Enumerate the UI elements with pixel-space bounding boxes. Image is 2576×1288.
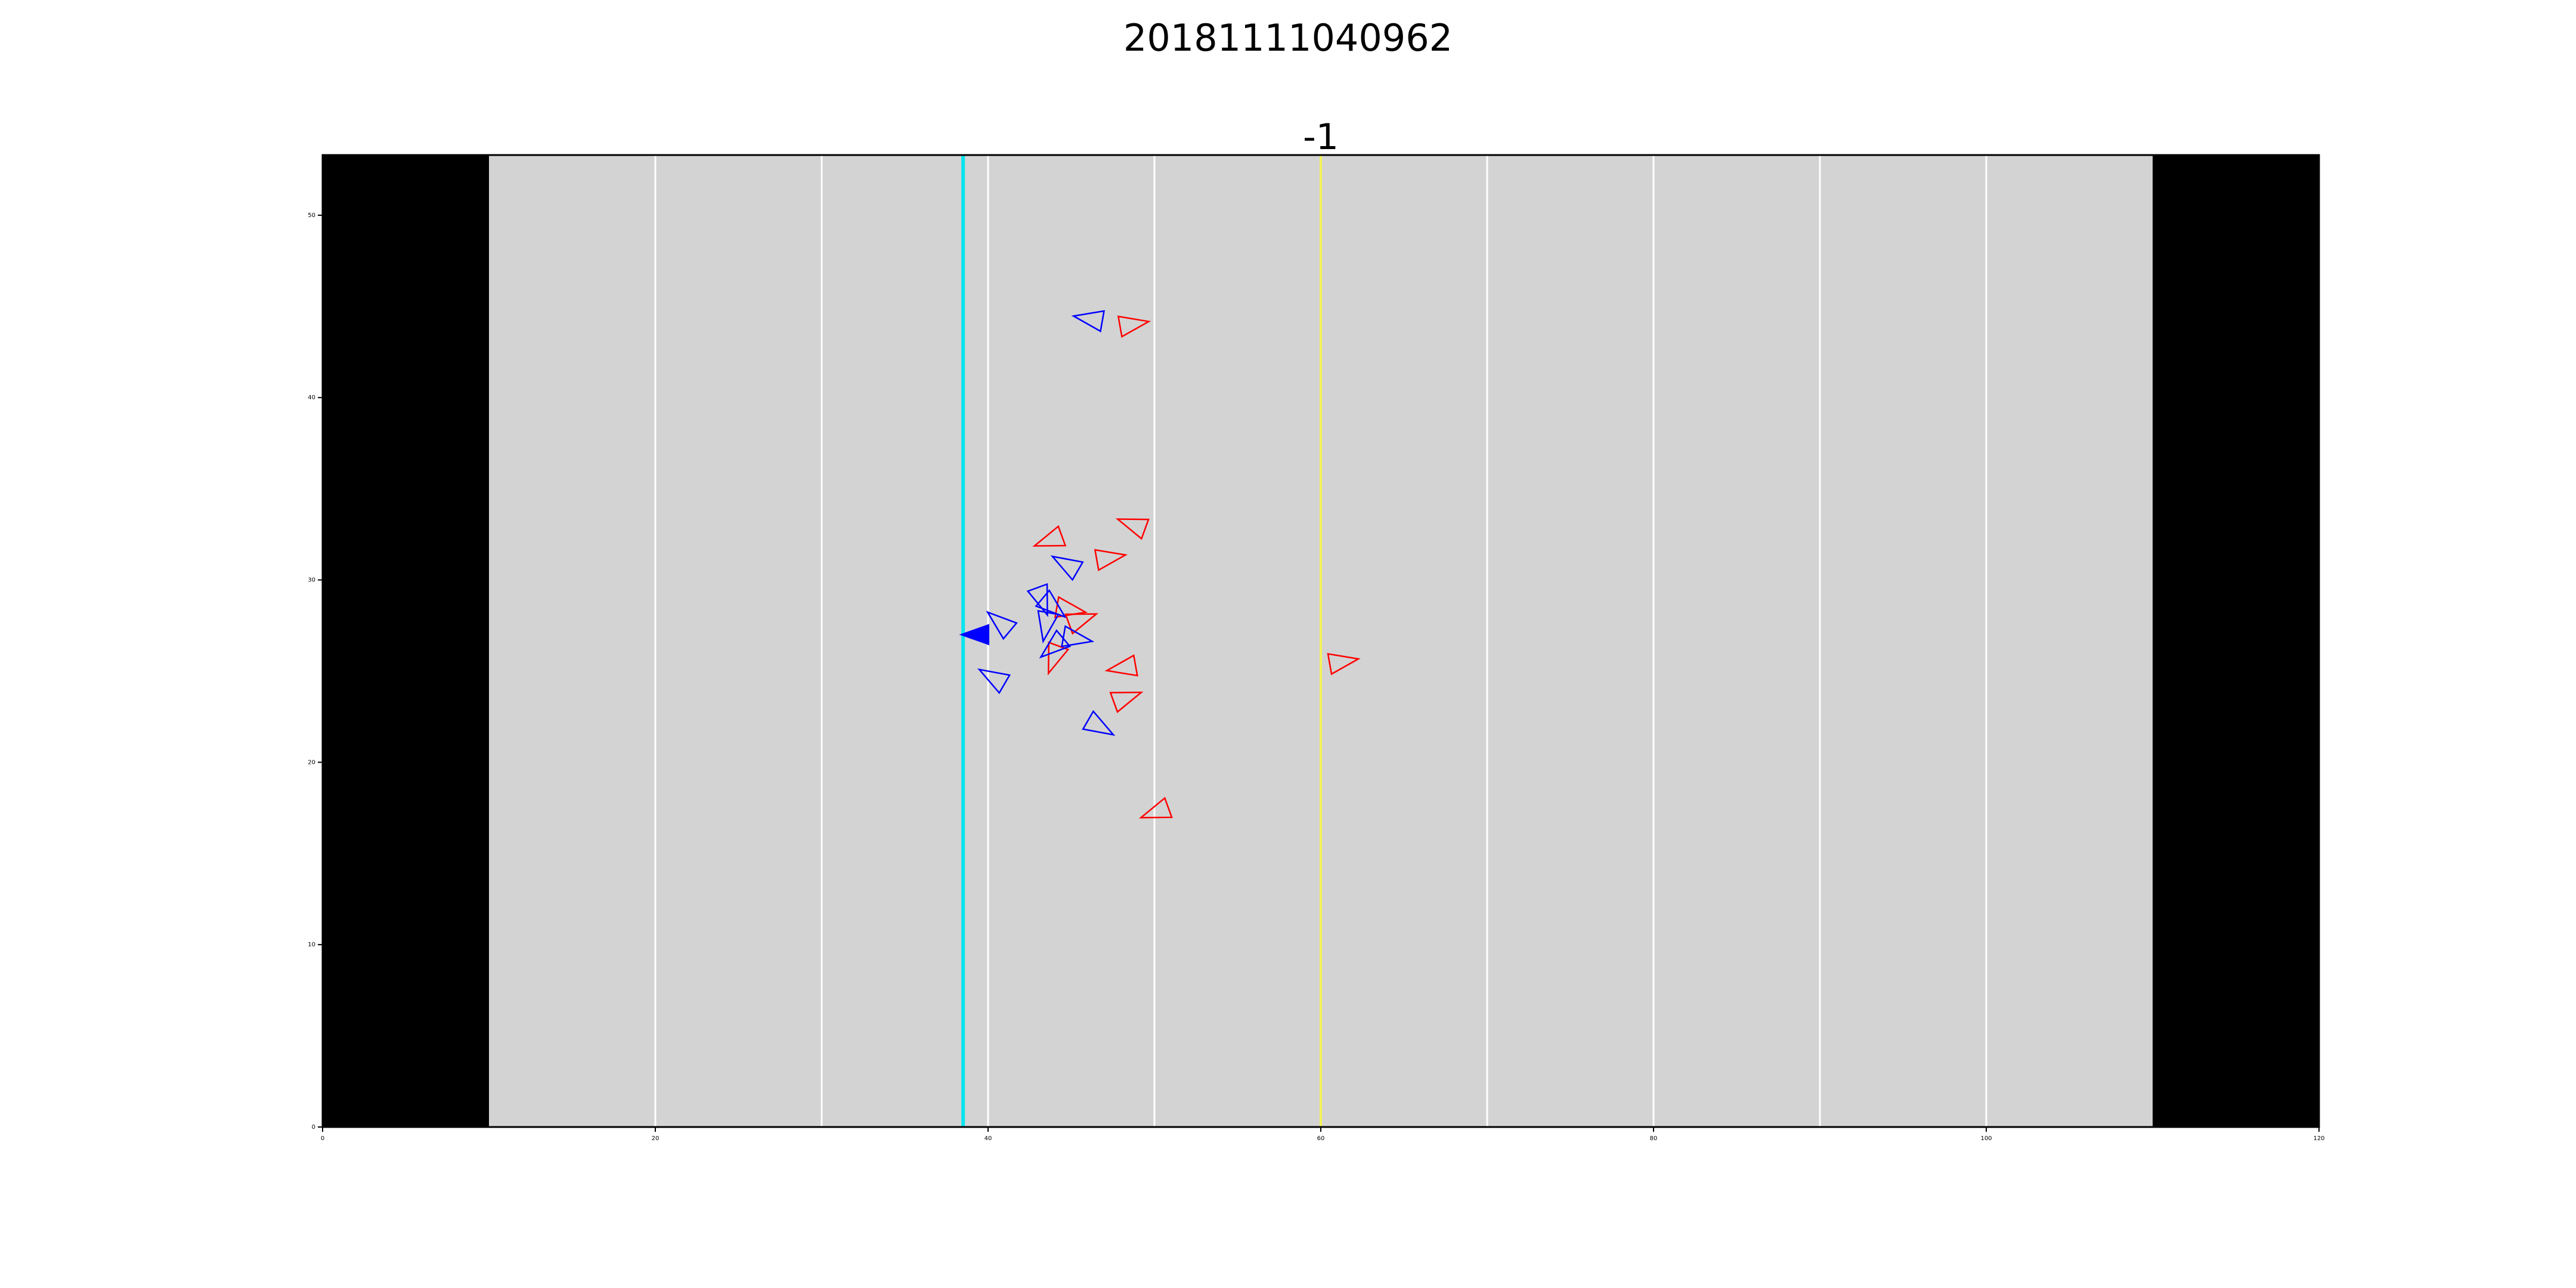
offense-player-marker (1050, 555, 1084, 581)
y-tick-label: 0 (312, 1124, 315, 1131)
defense-player-marker (1032, 525, 1067, 547)
offense-player-marker (986, 611, 1018, 640)
defense-player-marker (1117, 315, 1151, 338)
defense-player-marker (1109, 691, 1144, 713)
ball-carrier-marker (959, 624, 990, 646)
axes-title: -1 (1303, 116, 1339, 158)
endzones (323, 155, 2319, 1127)
defense-player-marker (1048, 641, 1070, 676)
endzone-right (2153, 155, 2319, 1127)
x-axis: 0 20 40 60 80 100 120 (321, 1127, 2325, 1142)
offense-player-marker (1082, 710, 1116, 736)
offense-player-marker (1026, 583, 1048, 617)
offense-player-marker (1061, 625, 1095, 648)
offense-player-marker (1071, 309, 1106, 333)
x-tick-label: 120 (2313, 1135, 2324, 1142)
offense-player-marker (977, 668, 1011, 695)
x-tick-label: 0 (321, 1135, 324, 1142)
y-tick-label: 10 (308, 942, 315, 948)
player-markers (959, 309, 1361, 819)
x-tick-label: 100 (1980, 1135, 1992, 1142)
y-tick-label: 30 (308, 577, 315, 584)
figure-suptitle: 20181111040962 (1123, 16, 1453, 60)
defense-player-marker (1115, 518, 1150, 540)
offense-player-marker (1035, 589, 1067, 619)
defense-player-marker (1064, 613, 1099, 635)
defense-player-marker (1094, 549, 1128, 572)
endzone-left (323, 155, 489, 1127)
y-axis: 0 10 20 30 40 50 (308, 212, 323, 1131)
y-tick-label: 50 (308, 212, 315, 219)
plot-area (321, 154, 2320, 1128)
x-tick-label: 40 (984, 1135, 992, 1142)
x-tick-label: 20 (652, 1135, 660, 1142)
x-tick-label: 80 (1650, 1135, 1658, 1142)
defense-player-marker (1138, 797, 1173, 819)
y-tick-label: 40 (308, 395, 315, 401)
defense-player-marker (1104, 654, 1138, 677)
offense-player-marker (1039, 629, 1072, 659)
offense-player-marker (1037, 609, 1060, 644)
defense-player-marker (1327, 652, 1361, 676)
y-tick-label: 20 (308, 759, 315, 766)
x-tick-label: 60 (1317, 1135, 1325, 1142)
